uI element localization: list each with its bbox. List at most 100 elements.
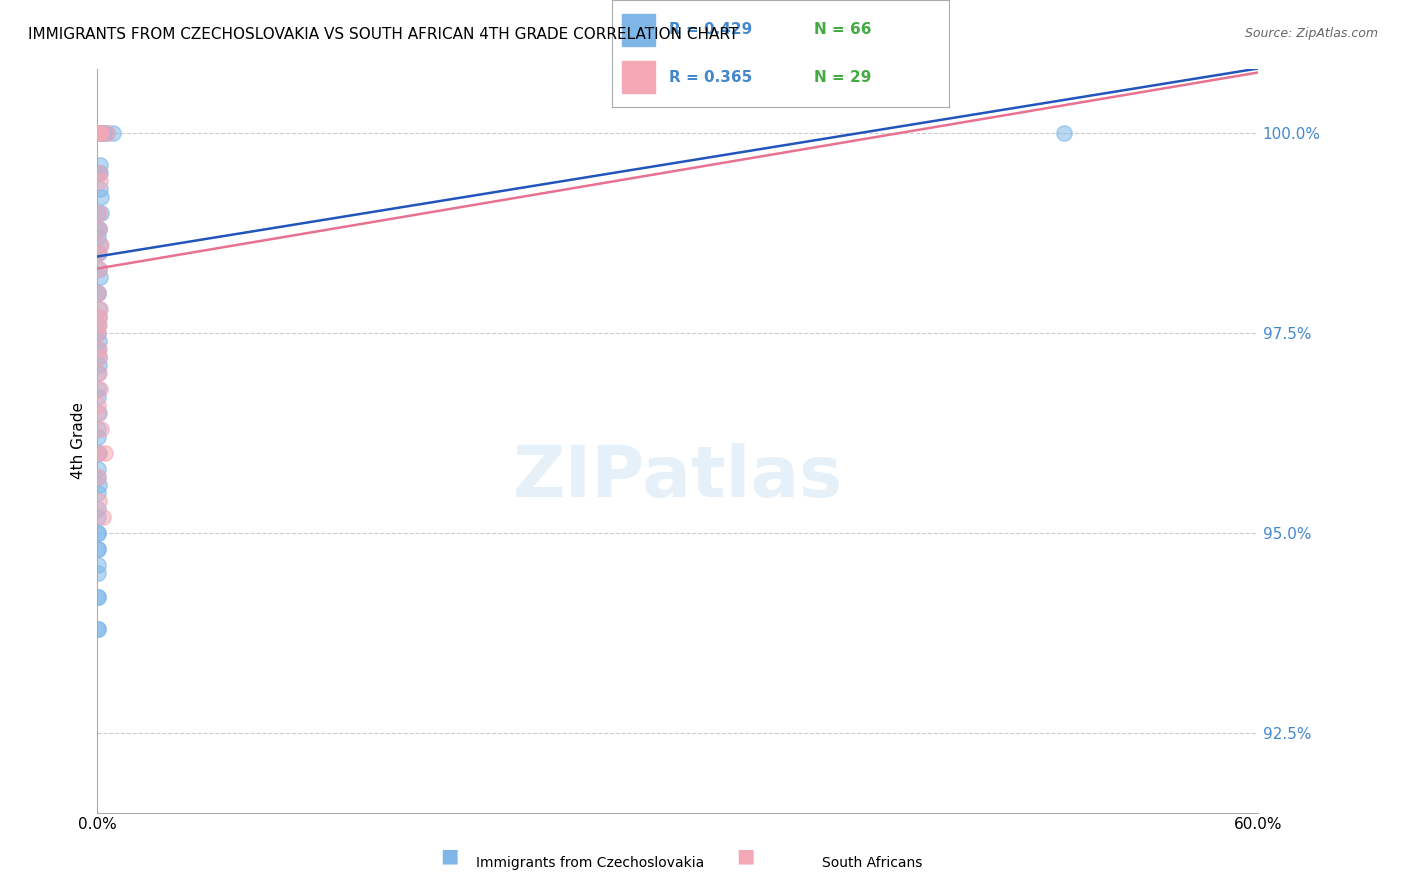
Point (89, 318, 111, 332)
Point (87, 126, 110, 140)
Point (87, 622, 110, 636)
Point (89, 181, 111, 195)
Point (90, 126, 112, 140)
Point (87, 461, 110, 475)
Point (87, 285, 110, 300)
Point (87, 509, 110, 524)
Point (89, 382, 111, 396)
Point (87, 366, 110, 380)
Point (89, 269, 111, 284)
Text: N = 29: N = 29 (814, 70, 872, 85)
Point (89, 126, 111, 140)
Bar (621, 61, 655, 93)
Text: R = 0.365: R = 0.365 (669, 70, 752, 85)
Point (90, 126, 112, 140)
Text: South Africans: South Africans (821, 855, 922, 870)
Point (87, 245, 110, 260)
Y-axis label: 4th Grade: 4th Grade (72, 402, 86, 479)
Point (87, 229, 110, 244)
Point (89, 493, 111, 508)
Point (87, 126, 110, 140)
Text: IMMIGRANTS FROM CZECHOSLOVAKIA VS SOUTH AFRICAN 4TH GRADE CORRELATION CHART: IMMIGRANTS FROM CZECHOSLOVAKIA VS SOUTH … (28, 27, 738, 42)
Point (87, 285, 110, 300)
Point (87, 245, 110, 260)
Point (87, 342, 110, 356)
Point (87, 501, 110, 516)
Point (87, 342, 110, 356)
Point (87, 477, 110, 491)
Point (90, 126, 112, 140)
Point (87, 445, 110, 459)
Point (91, 509, 114, 524)
Point (87, 485, 110, 500)
Point (90, 237, 112, 252)
Point (90, 126, 112, 140)
Text: ■: ■ (440, 847, 460, 865)
Point (96, 126, 118, 140)
Point (87, 310, 110, 324)
Point (87, 469, 110, 483)
Point (87, 590, 110, 604)
Point (87, 541, 110, 556)
Text: ZIPatlas: ZIPatlas (513, 443, 842, 512)
Point (96, 126, 118, 140)
Point (87, 245, 110, 260)
Point (87, 205, 110, 219)
Point (89, 165, 111, 179)
Point (89, 173, 111, 187)
Text: ■: ■ (735, 847, 755, 865)
Point (87, 261, 110, 276)
Point (89, 165, 111, 179)
Point (87, 541, 110, 556)
Point (91, 126, 114, 140)
Point (87, 301, 110, 316)
Point (89, 126, 111, 140)
Text: N = 66: N = 66 (814, 22, 872, 37)
Point (87, 221, 110, 235)
Point (87, 350, 110, 364)
Point (89, 126, 111, 140)
Point (89, 126, 111, 140)
Point (87, 429, 110, 443)
Point (87, 366, 110, 380)
Point (87, 525, 110, 540)
Point (87, 318, 110, 332)
Point (89, 126, 111, 140)
Point (87, 126, 110, 140)
Point (87, 205, 110, 219)
Point (87, 390, 110, 404)
Point (90, 205, 112, 219)
Point (87, 566, 110, 580)
Point (89, 261, 111, 276)
Point (87, 445, 110, 459)
Point (87, 469, 110, 483)
Point (87, 350, 110, 364)
Point (87, 590, 110, 604)
Text: R = 0.429: R = 0.429 (669, 22, 752, 37)
Point (87, 558, 110, 572)
Point (101, 126, 124, 140)
Point (90, 421, 112, 435)
Point (93, 126, 115, 140)
Point (89, 221, 111, 235)
Point (87, 622, 110, 636)
Point (87, 398, 110, 412)
Point (89, 221, 111, 235)
Point (87, 421, 110, 435)
Point (94, 445, 117, 459)
Point (87, 445, 110, 459)
Point (87, 382, 110, 396)
Point (89, 157, 111, 171)
Point (91, 126, 114, 140)
Text: Source: ZipAtlas.com: Source: ZipAtlas.com (1244, 27, 1378, 40)
Point (87, 326, 110, 340)
Point (87, 326, 110, 340)
Point (87, 405, 110, 419)
Point (89, 301, 111, 316)
Point (87, 405, 110, 419)
Point (87, 525, 110, 540)
Point (87, 310, 110, 324)
Point (89, 126, 111, 140)
Point (90, 189, 112, 203)
Text: Immigrants from Czechoslovakia: Immigrants from Czechoslovakia (477, 855, 704, 870)
